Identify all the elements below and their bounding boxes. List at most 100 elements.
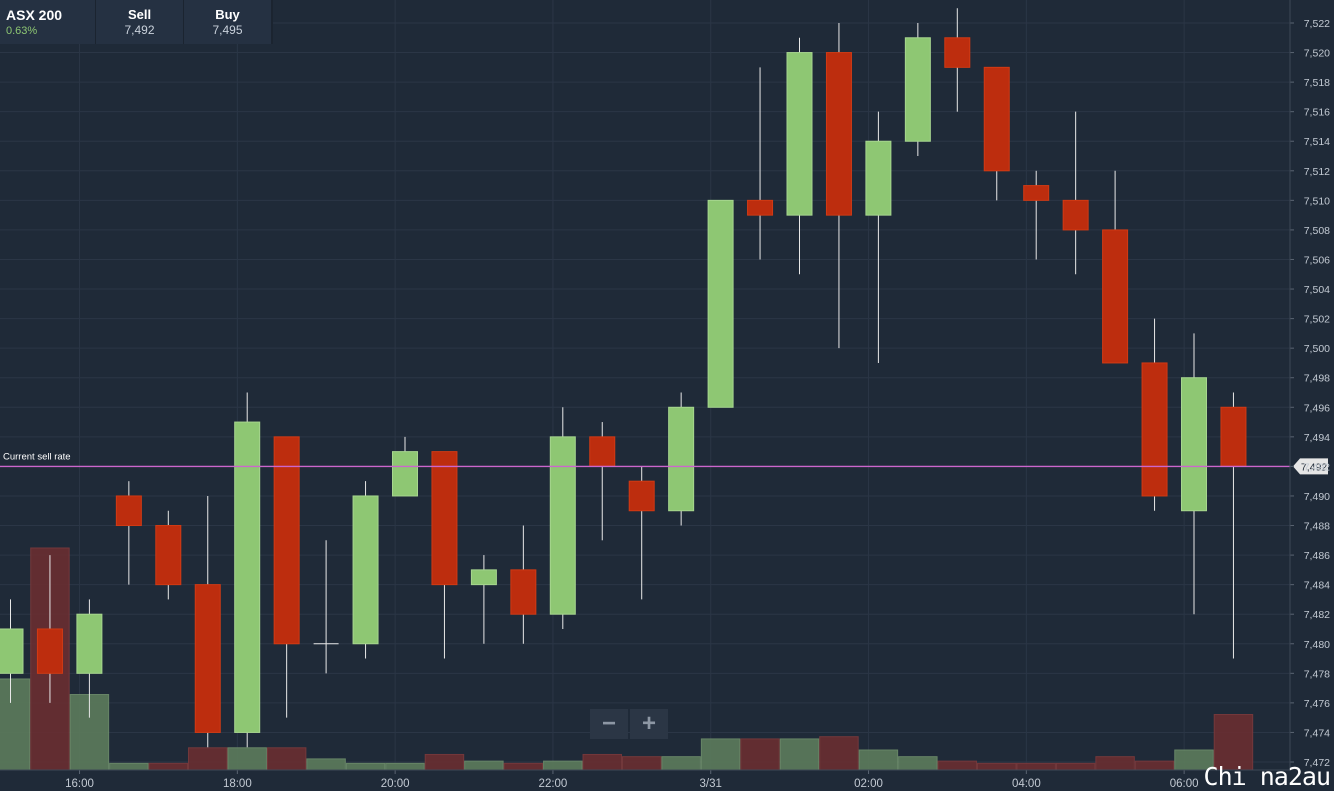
candle-body-down — [747, 199, 774, 216]
chart-grid — [0, 0, 1290, 770]
candle-body-up — [234, 421, 261, 733]
watermark-text: Chi na2au — [1203, 762, 1331, 791]
x-tick-label: 18:00 — [223, 778, 252, 790]
x-tick-label: 04:00 — [1012, 778, 1041, 790]
candle-body-down — [825, 52, 852, 216]
candle-body-down — [115, 495, 142, 527]
candle-body-up — [76, 613, 103, 674]
candle-body-up — [549, 436, 576, 615]
x-axis: 16:00 18:00 20:00 22:00 3/31 02:00 04:00 06:00 — [0, 769, 1290, 790]
y-tick-label: 7,498 — [1304, 373, 1330, 385]
volume-bar — [858, 749, 899, 771]
y-tick-label: 7,472 — [1304, 757, 1330, 769]
y-tick-label: 7,496 — [1304, 402, 1330, 414]
candle-body-up — [470, 569, 497, 586]
y-tick-label: 7,492 — [1304, 461, 1330, 473]
y-tick-label: 7,516 — [1304, 107, 1330, 119]
instrument-change: 0.63% — [6, 24, 38, 37]
candlesticks — [0, 8, 1247, 748]
zoom-in-button[interactable]: + — [630, 709, 668, 739]
current-sell-rate-line: Current sell rate 7,492 — [0, 451, 1328, 475]
y-axis: 7,472 7,474 7,476 7,478 7,480 7,482 7,484 7,486… — [1289, 0, 1330, 770]
candle-body-down — [1023, 185, 1050, 201]
volume-bar — [1095, 756, 1135, 771]
x-tick-label: 16:00 — [65, 778, 94, 790]
candle-body-down — [983, 66, 1010, 172]
current-sell-rate-label: Current sell rate — [3, 451, 71, 462]
volume-bar — [543, 760, 583, 771]
x-tick-label: 20:00 — [381, 778, 410, 790]
candle-body-down — [589, 436, 616, 467]
volume-bar — [0, 678, 31, 771]
candle-body-down — [1220, 406, 1247, 467]
y-tick-label: 7,478 — [1304, 668, 1330, 680]
volume-bar — [1134, 760, 1175, 771]
y-tick-label: 7,474 — [1304, 727, 1330, 739]
candle-body-down — [510, 569, 537, 615]
volume-bar — [503, 762, 544, 771]
volume-bar — [1016, 762, 1056, 771]
y-tick-label: 7,504 — [1304, 284, 1330, 296]
instrument-cell: ASX 200 0.63% — [0, 0, 96, 44]
volume-bar — [464, 760, 504, 771]
zoom-controls: − + — [590, 709, 670, 739]
volume-bar — [109, 762, 149, 771]
volume-bars — [0, 547, 1254, 771]
y-tick-label: 7,480 — [1304, 639, 1330, 651]
zoom-out-button[interactable]: − — [590, 709, 628, 739]
y-tick-label: 7,508 — [1304, 225, 1330, 237]
y-tick-label: 7,486 — [1304, 550, 1330, 562]
candle-body-up — [668, 406, 695, 512]
volume-bar — [819, 736, 859, 771]
volume-bar — [424, 753, 465, 771]
y-tick-label: 7,518 — [1304, 77, 1330, 89]
x-tick-label: 22:00 — [539, 778, 568, 790]
x-tick-label: 3/31 — [700, 778, 722, 790]
volume-bar — [385, 762, 425, 771]
y-tick-label: 7,502 — [1304, 314, 1330, 326]
volume-bar — [188, 747, 228, 771]
candle-body-down — [155, 525, 182, 586]
candle-body-down — [1062, 199, 1089, 231]
volume-bar — [582, 753, 622, 771]
volume-bar — [700, 738, 741, 771]
current-price-value: 7,492 — [1301, 461, 1327, 473]
candle-body-down — [628, 480, 655, 512]
volume-bar — [266, 747, 307, 771]
y-tick-label: 7,476 — [1304, 698, 1330, 710]
volume-bar — [227, 747, 267, 771]
candle-body-down — [944, 37, 971, 68]
instrument-info-panel: ASX 200 0.63% Sell 7,492 Buy 7,495 — [0, 0, 273, 44]
candle-body-up — [865, 140, 892, 216]
volume-bar — [937, 760, 978, 771]
volume-bar — [1055, 762, 1096, 771]
y-tick-label: 7,500 — [1304, 343, 1330, 355]
sell-price-button[interactable]: Sell 7,492 — [96, 0, 184, 44]
y-tick-label: 7,494 — [1304, 432, 1330, 444]
volume-bar — [977, 762, 1017, 771]
candle-body-down — [1141, 362, 1168, 497]
current-price-tag — [1293, 458, 1328, 475]
candle-body-up — [0, 628, 24, 674]
candle-body-up — [707, 199, 734, 408]
buy-price-button[interactable]: Buy 7,495 — [184, 0, 272, 44]
y-tick-label: 7,488 — [1304, 521, 1330, 533]
y-tick-label: 7,522 — [1304, 18, 1330, 30]
y-tick-label: 7,512 — [1304, 166, 1330, 178]
candle-body-down — [273, 436, 300, 645]
candle-body-up — [352, 495, 379, 645]
candle-body-up — [392, 451, 418, 497]
buy-label: Buy — [215, 6, 240, 22]
volume-bar — [1213, 714, 1254, 771]
volume-bar — [661, 756, 701, 771]
candle-body-up — [1181, 377, 1207, 512]
candle-body-up — [786, 52, 813, 216]
candle-body-down — [36, 628, 63, 674]
buy-value: 7,495 — [212, 22, 243, 37]
y-tick-label: 7,506 — [1304, 254, 1330, 266]
volume-bar — [345, 762, 386, 771]
volume-bar — [148, 762, 189, 771]
candle-body-down — [431, 451, 458, 586]
y-tick-label: 7,482 — [1304, 609, 1330, 621]
